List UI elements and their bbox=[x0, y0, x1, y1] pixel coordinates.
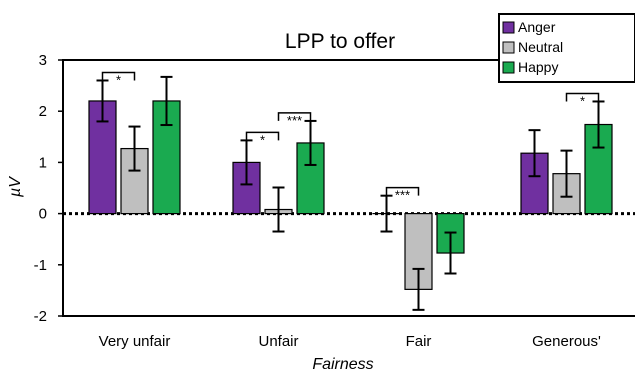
y-tick-label: 0 bbox=[39, 206, 47, 223]
significance-label: *** bbox=[395, 188, 410, 203]
y-tick-label: 2 bbox=[39, 103, 47, 120]
significance-bracket: * bbox=[565, 92, 600, 108]
legend-swatch bbox=[502, 61, 515, 74]
x-tick-label: Generous' bbox=[532, 333, 601, 350]
y-axis-title: µV bbox=[7, 176, 24, 198]
chart-title: LPP to offer bbox=[285, 30, 395, 53]
significance-bracket: * bbox=[245, 131, 280, 147]
bar bbox=[88, 100, 117, 215]
significance-bracket: *** bbox=[385, 186, 420, 203]
legend-label: Neutral bbox=[518, 39, 563, 55]
x-axis-title: Fairness bbox=[312, 356, 373, 372]
x-tick-label: Unfair bbox=[258, 333, 298, 350]
significance-bracket: * bbox=[101, 71, 136, 87]
significance-bracket: *** bbox=[277, 112, 312, 128]
x-tick-label: Fair bbox=[406, 333, 432, 350]
legend: Anger Neutral Happy bbox=[498, 13, 635, 83]
significance-label: * bbox=[260, 132, 265, 147]
legend-swatch bbox=[502, 41, 515, 54]
significance-markers: ********* bbox=[101, 71, 600, 203]
plot-frame bbox=[62, 59, 635, 317]
y-tick-label: 1 bbox=[39, 154, 47, 171]
legend-swatch bbox=[502, 21, 515, 34]
y-tick-label: -1 bbox=[34, 257, 47, 274]
significance-label: * bbox=[580, 93, 585, 108]
y-tick-label: 3 bbox=[39, 52, 47, 69]
error-bars bbox=[96, 75, 605, 311]
legend-label: Anger bbox=[518, 19, 556, 35]
y-tick-label: -2 bbox=[34, 308, 47, 325]
significance-label: *** bbox=[287, 113, 302, 128]
x-tick-label: Very unfair bbox=[99, 333, 171, 350]
significance-label: * bbox=[116, 72, 121, 87]
legend-label: Happy bbox=[518, 59, 558, 75]
legend-box bbox=[498, 13, 635, 83]
